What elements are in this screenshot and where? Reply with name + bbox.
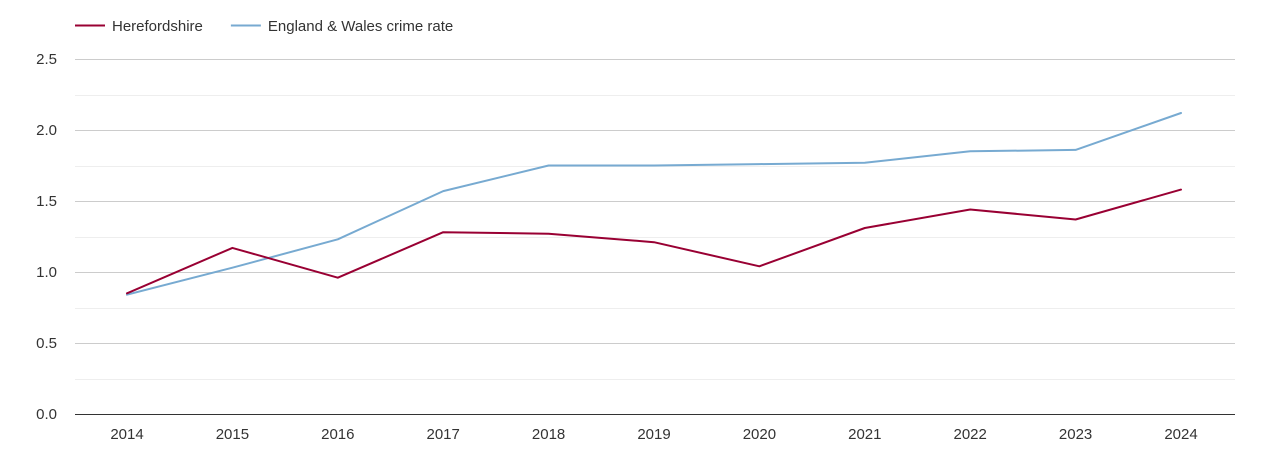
data-point xyxy=(336,276,340,280)
grid-layer xyxy=(75,59,1235,380)
legend-item-england-wales-crime-rate: England & Wales crime rate xyxy=(230,18,453,35)
series-line-england-wales-crime-rate xyxy=(126,112,1182,296)
series-layer xyxy=(125,111,1183,296)
data-point xyxy=(441,189,445,193)
x-tick-label: 2014 xyxy=(110,426,143,443)
x-tick-label: 2015 xyxy=(216,426,249,443)
data-point xyxy=(652,240,656,244)
data-point xyxy=(968,149,972,153)
y-tick-label: 0.5 xyxy=(36,335,57,352)
data-point xyxy=(863,226,867,230)
data-point xyxy=(336,237,340,241)
series-herefordshire xyxy=(125,188,1183,295)
data-point xyxy=(441,230,445,234)
x-axis: 2014 2015 2016 2017 2018 2019 2020 2021 2022 2023… xyxy=(75,414,1235,443)
y-tick-label: 1.5 xyxy=(36,193,57,210)
data-point xyxy=(1179,111,1183,115)
x-tick-label: 2023 xyxy=(1059,426,1092,443)
x-tick-label: 2019 xyxy=(637,426,670,443)
y-tick-label: 0.0 xyxy=(36,406,57,423)
data-point xyxy=(757,264,761,268)
y-tick-label: 2.5 xyxy=(36,51,57,68)
y-tick-label: 2.0 xyxy=(36,122,57,139)
data-point xyxy=(1074,148,1078,152)
data-point xyxy=(652,164,656,168)
x-tick-label: 2018 xyxy=(532,426,565,443)
legend: Herefordshire England & Wales crime rate xyxy=(75,18,453,35)
x-tick-label: 2022 xyxy=(954,426,987,443)
x-tick-label: 2021 xyxy=(848,426,881,443)
data-point xyxy=(968,208,972,212)
x-tick-label: 2020 xyxy=(743,426,776,443)
x-tick-label: 2017 xyxy=(427,426,460,443)
legend-label: Herefordshire xyxy=(112,18,203,35)
x-tick-label: 2016 xyxy=(321,426,354,443)
legend-item-herefordshire: Herefordshire xyxy=(75,18,203,35)
y-axis: 0.0 0.5 1.0 1.5 2.0 2.5 xyxy=(36,51,57,423)
legend-label: England & Wales crime rate xyxy=(268,18,453,35)
series-line-herefordshire xyxy=(126,188,1182,295)
data-point xyxy=(547,232,551,236)
data-point xyxy=(863,161,867,165)
data-point xyxy=(1074,217,1078,221)
data-point xyxy=(757,162,761,166)
y-tick-label: 1.0 xyxy=(36,264,57,281)
data-point xyxy=(230,266,234,270)
series-england-wales-crime-rate xyxy=(126,111,1183,296)
data-point xyxy=(230,246,234,250)
data-point xyxy=(1179,188,1183,192)
data-point xyxy=(547,164,551,168)
x-tick-label: 2024 xyxy=(1164,426,1197,443)
data-point xyxy=(125,291,129,295)
